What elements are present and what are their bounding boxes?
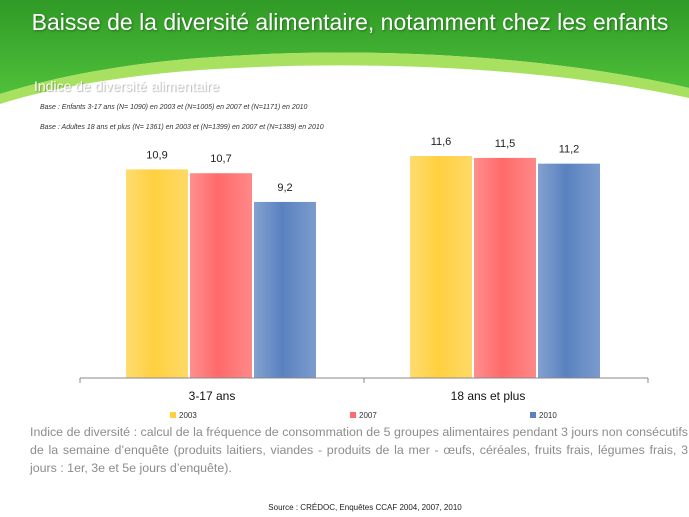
slide-title: Baisse de la diversité alimentaire, nota… <box>31 9 669 35</box>
data-label-2003-enfants: 10,9 <box>146 149 167 161</box>
base-note-adults: Base : Adultes 18 ans et plus (N= 1361) … <box>40 124 324 131</box>
base-note-children: Base : Enfants 3-17 ans (N= 1090) en 200… <box>40 104 308 111</box>
bar-2007-adultes <box>474 157 536 378</box>
data-label-2007-adultes: 11,5 <box>495 138 516 150</box>
legend-label-2010: 2010 <box>539 411 557 420</box>
bar-2010-enfants <box>254 201 316 378</box>
legend-swatch-2010 <box>530 412 536 418</box>
bar-2003-adultes <box>410 156 472 378</box>
header-band <box>0 0 689 104</box>
category-label-adultes: 18 ans et plus <box>451 389 526 403</box>
bar-2007-enfants <box>190 173 252 378</box>
definition-text: Indice de diversité : calcul de la fréqu… <box>30 425 688 475</box>
data-label-2010-adultes: 11,2 <box>559 144 580 156</box>
legend-swatch-2007 <box>350 412 356 418</box>
data-label-2010-enfants: 9,2 <box>277 182 292 194</box>
bar-chart: 10,9 10,7 9,2 3-17 ans 11,6 11,5 11,2 18 ans et… <box>79 136 649 420</box>
source-text: Source : CRÉDOC, Enquêtes CCAF 2004, 200… <box>268 503 462 512</box>
chart-title: Indice de diversité alimentaire <box>34 78 220 94</box>
bar-2010-adultes <box>538 163 600 378</box>
legend-swatch-2003 <box>170 412 176 418</box>
category-label-enfants: 3-17 ans <box>189 389 236 403</box>
legend-label-2007: 2007 <box>359 411 377 420</box>
data-label-2007-enfants: 10,7 <box>210 153 231 165</box>
legend-label-2003: 2003 <box>179 411 197 420</box>
bar-2003-enfants <box>126 169 188 378</box>
data-label-2003-adultes: 11,6 <box>431 136 452 148</box>
